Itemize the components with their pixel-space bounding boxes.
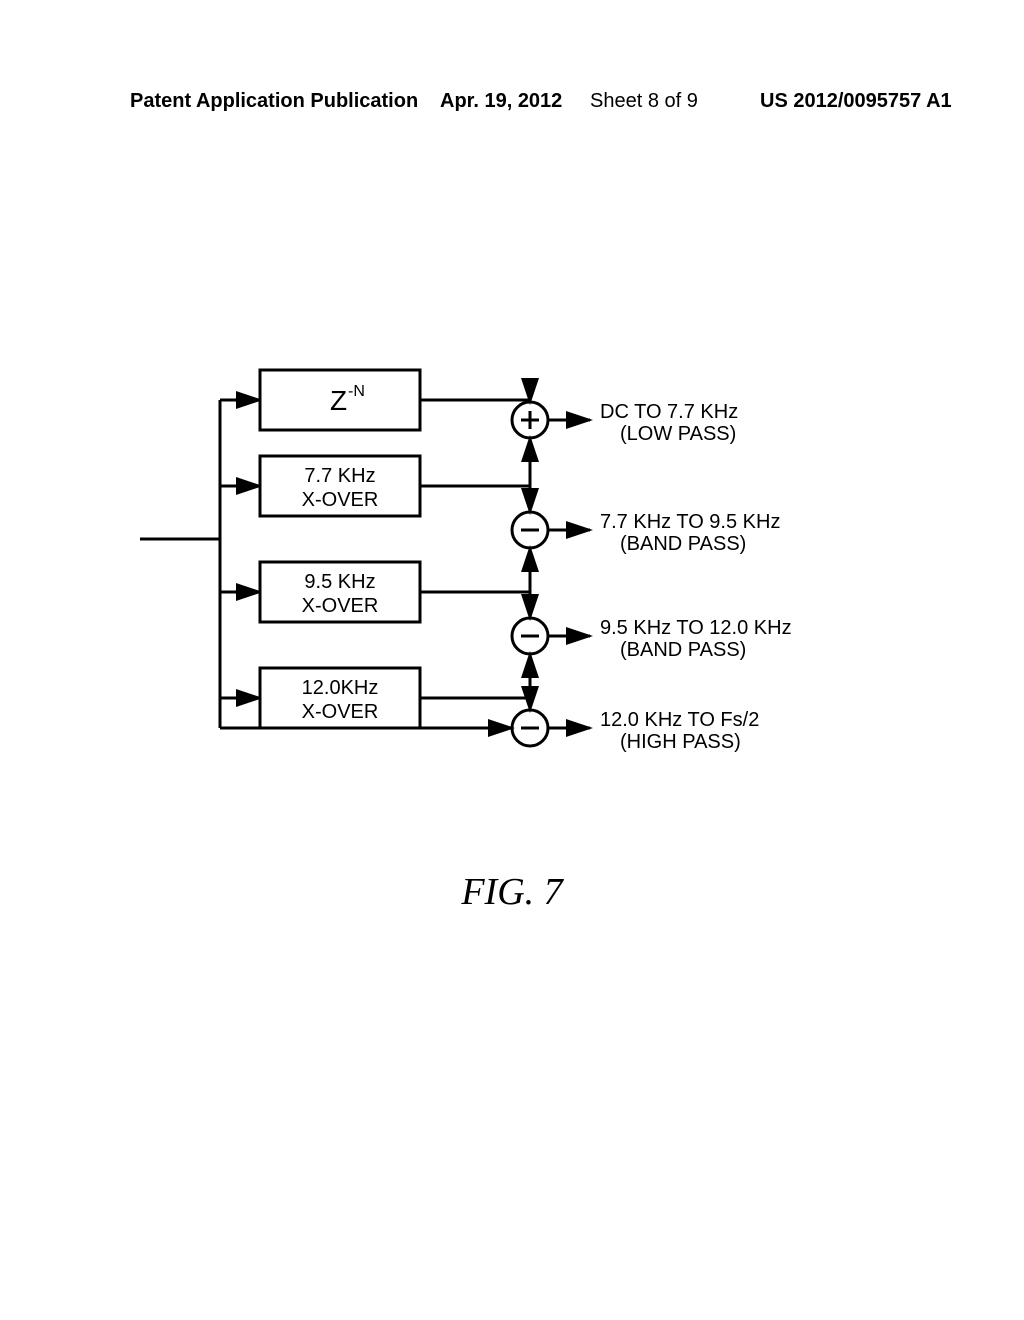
- svg-text:(LOW PASS): (LOW PASS): [620, 423, 736, 445]
- header-pubno: US 2012/0095757 A1: [760, 90, 952, 113]
- svg-text:12.0KHz: 12.0KHz: [302, 677, 379, 699]
- svg-text:X-OVER: X-OVER: [302, 595, 379, 617]
- svg-text:7.7 KHz TO 9.5 KHz: 7.7 KHz TO 9.5 KHz: [600, 511, 780, 533]
- header-date: Apr. 19, 2012: [440, 90, 562, 113]
- svg-text:(HIGH PASS): (HIGH PASS): [620, 731, 741, 753]
- header-sheet: Sheet 8 of 9: [590, 90, 698, 113]
- svg-text:DC TO 7.7 KHz: DC TO 7.7 KHz: [600, 401, 738, 423]
- svg-text:9.5 KHz: 9.5 KHz: [304, 571, 375, 593]
- svg-text:X-OVER: X-OVER: [302, 701, 379, 723]
- svg-text:Z: Z: [330, 385, 347, 416]
- block-diagram: Z-N7.7 KHzX-OVER9.5 KHzX-OVER12.0KHzX-OV…: [120, 360, 920, 840]
- figure-caption: FIG. 7: [0, 870, 1024, 914]
- svg-text:7.7 KHz: 7.7 KHz: [304, 465, 375, 487]
- svg-text:(BAND PASS): (BAND PASS): [620, 533, 746, 555]
- header-left: Patent Application Publication: [130, 90, 418, 113]
- svg-text:9.5 KHz TO 12.0 KHz: 9.5 KHz TO 12.0 KHz: [600, 617, 792, 639]
- svg-text:12.0 KHz TO Fs/2: 12.0 KHz TO Fs/2: [600, 709, 759, 731]
- svg-text:(BAND PASS): (BAND PASS): [620, 639, 746, 661]
- svg-text:-N: -N: [348, 383, 365, 400]
- svg-text:X-OVER: X-OVER: [302, 489, 379, 511]
